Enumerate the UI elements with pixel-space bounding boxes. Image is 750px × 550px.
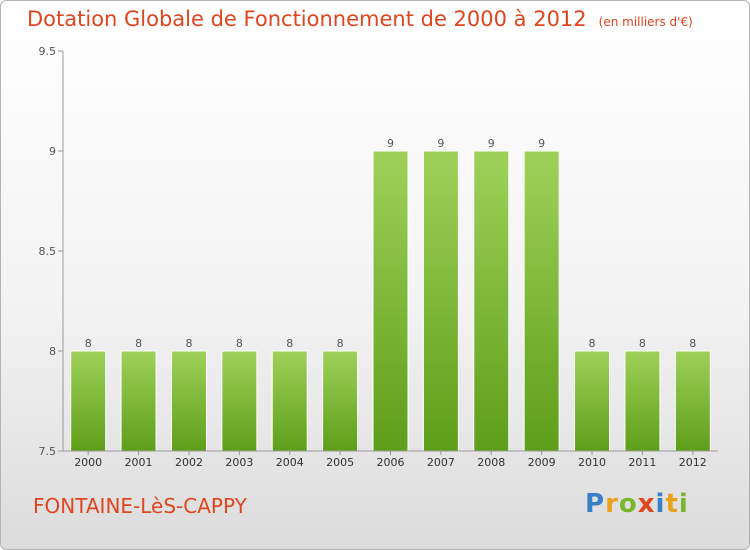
bar <box>120 350 157 452</box>
bar-value-label: 8 <box>236 337 243 350</box>
x-tick-label: 2012 <box>679 456 707 469</box>
x-tick-label: 2009 <box>528 456 556 469</box>
x-tick-label: 2005 <box>326 456 354 469</box>
bar <box>523 150 560 452</box>
chart-title-text: Dotation Globale de Fonctionnement de 20… <box>27 7 587 31</box>
bar <box>322 350 359 452</box>
bar <box>574 350 611 452</box>
x-tick-label: 2003 <box>225 456 253 469</box>
x-tick-label: 2002 <box>175 456 203 469</box>
bar-value-label: 9 <box>538 137 545 150</box>
x-tick-label: 2006 <box>377 456 405 469</box>
x-tick-label: 2001 <box>125 456 153 469</box>
bar <box>170 350 207 452</box>
bar-value-label: 9 <box>437 137 444 150</box>
x-tick-label: 2000 <box>74 456 102 469</box>
bar-value-label: 8 <box>85 337 92 350</box>
bar <box>70 350 107 452</box>
bar-value-label: 8 <box>337 337 344 350</box>
logo-letter: P <box>585 489 606 519</box>
bar <box>422 150 459 452</box>
commune-name: FONTAINE-LèS-CAPPY <box>33 494 247 518</box>
unit-note: (en milliers d'€) <box>598 15 693 29</box>
x-axis: 2000 2001 2002 2003 2004 2005 2006 2007 2008 2009… <box>63 450 718 469</box>
bar <box>473 150 510 452</box>
bar <box>674 350 711 452</box>
x-tick-label: 2010 <box>578 456 606 469</box>
x-tick-label: 2007 <box>427 456 455 469</box>
y-tick-label: 9.5 <box>39 45 57 58</box>
bar-value-label: 9 <box>488 137 495 150</box>
bar-value-label: 8 <box>286 337 293 350</box>
chart-title: Dotation Globale de Fonctionnement de 20… <box>27 7 693 31</box>
bar <box>624 350 661 452</box>
bar <box>271 350 308 452</box>
bar <box>372 150 409 452</box>
proxiti-logo: Proxiti <box>585 489 689 519</box>
logo-letter: o <box>618 489 638 519</box>
y-tick-label: 8 <box>49 345 56 358</box>
y-tick-label: 8.5 <box>39 245 57 258</box>
logo-letter: t <box>665 489 679 519</box>
logo-letter: r <box>605 489 619 519</box>
bar-value-label: 8 <box>639 337 646 350</box>
x-tick-label: 2008 <box>477 456 505 469</box>
y-tick-label: 9 <box>49 145 56 158</box>
logo-letter: x <box>637 489 656 519</box>
x-tick-label: 2011 <box>628 456 656 469</box>
logo-letter: i <box>655 489 666 519</box>
bars: 8 8 8 8 8 8 9 9 9 9 8 8 8 <box>70 137 711 452</box>
bar <box>221 350 258 452</box>
bar-value-label: 9 <box>387 137 394 150</box>
logo-letter: i <box>678 489 689 519</box>
y-axis: 7.5 8 8.5 9 9.5 <box>39 45 64 458</box>
bar-value-label: 8 <box>185 337 192 350</box>
bar-value-label: 8 <box>135 337 142 350</box>
bar-value-label: 8 <box>589 337 596 350</box>
x-tick-label: 2004 <box>276 456 304 469</box>
bar-value-label: 8 <box>689 337 696 350</box>
y-tick-label: 7.5 <box>39 445 57 458</box>
